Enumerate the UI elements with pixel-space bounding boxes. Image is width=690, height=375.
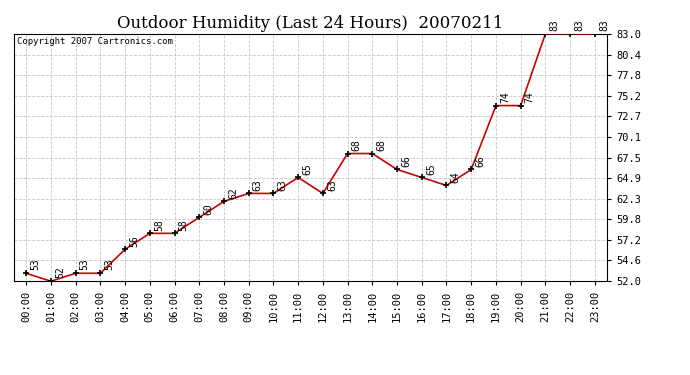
Text: 62: 62 — [228, 187, 238, 199]
Text: 64: 64 — [451, 171, 461, 183]
Text: 52: 52 — [55, 267, 65, 279]
Text: 65: 65 — [302, 163, 313, 175]
Text: 53: 53 — [80, 259, 90, 270]
Title: Outdoor Humidity (Last 24 Hours)  20070211: Outdoor Humidity (Last 24 Hours) 2007021… — [117, 15, 504, 32]
Text: 58: 58 — [179, 219, 188, 231]
Text: 83: 83 — [549, 19, 560, 31]
Text: 65: 65 — [426, 163, 436, 175]
Text: 68: 68 — [352, 139, 362, 151]
Text: 63: 63 — [277, 179, 288, 190]
Text: 68: 68 — [377, 139, 386, 151]
Text: 58: 58 — [154, 219, 164, 231]
Text: 74: 74 — [500, 91, 510, 103]
Text: Copyright 2007 Cartronics.com: Copyright 2007 Cartronics.com — [17, 38, 172, 46]
Text: 66: 66 — [475, 155, 485, 167]
Text: 83: 83 — [574, 19, 584, 31]
Text: 83: 83 — [599, 19, 609, 31]
Text: 56: 56 — [129, 235, 139, 246]
Text: 60: 60 — [204, 203, 213, 214]
Text: 53: 53 — [104, 259, 115, 270]
Text: 63: 63 — [327, 179, 337, 190]
Text: 63: 63 — [253, 179, 263, 190]
Text: 53: 53 — [30, 259, 40, 270]
Text: 66: 66 — [401, 155, 411, 167]
Text: 74: 74 — [525, 91, 535, 103]
